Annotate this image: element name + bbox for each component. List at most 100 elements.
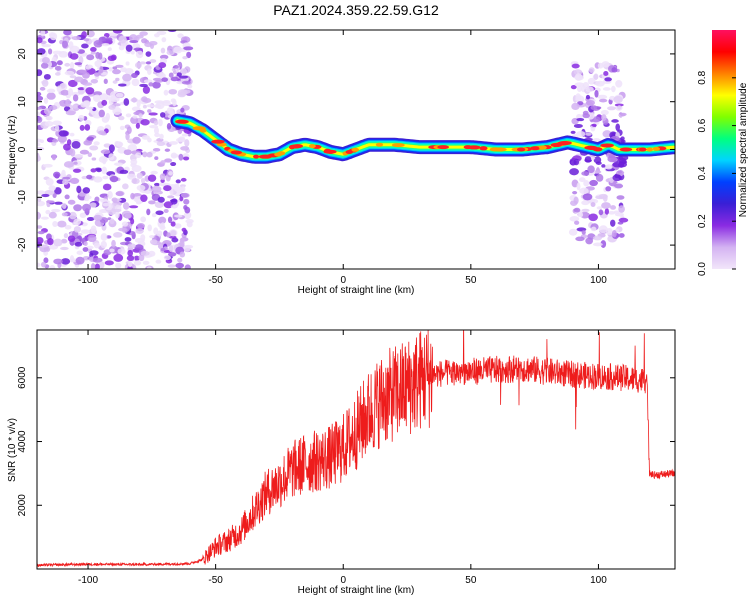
- spectrogram-noise-cell: [90, 46, 97, 53]
- snr-x-tick-label: -50: [208, 575, 223, 586]
- spectrogram-noise-cell: [106, 96, 112, 101]
- spectrogram-noise-cell: [79, 124, 85, 131]
- spectrogram-peak-cell: [529, 146, 541, 151]
- spectrogram-noise-cell: [105, 112, 111, 121]
- spectrogram-noise-cell: [37, 211, 42, 220]
- spectrogram-noise-cell: [611, 119, 619, 123]
- spectrogram-noise-cell: [96, 168, 102, 173]
- spectrogram-noise-cell: [135, 50, 144, 59]
- spectrogram-noise-cell: [569, 168, 579, 176]
- spectrogram-noise-cell: [154, 201, 164, 209]
- spectrogram-noise-cell: [152, 81, 161, 89]
- spectrogram-noise-cell: [62, 179, 69, 185]
- spectrogram-noise-cell: [61, 212, 68, 217]
- spectrogram-noise-cell: [130, 158, 138, 166]
- spectrogram-noise-cell: [124, 213, 132, 219]
- spectrogram-noise-cell: [618, 205, 625, 213]
- spectrogram-noise-cell: [60, 238, 68, 244]
- spectrogram-noise-cell: [113, 253, 124, 262]
- spectrogram-noise-cell: [43, 257, 49, 264]
- spectrogram-noise-cell: [63, 161, 74, 168]
- spectrogram-noise-cell: [103, 78, 108, 85]
- spectrogram-noise-cell: [170, 154, 181, 158]
- spectrogram-noise-cell: [54, 124, 60, 132]
- spectrogram-noise-cell: [41, 193, 50, 198]
- spectrogram-noise-cell: [83, 140, 92, 146]
- spectrogram-noise-cell: [90, 78, 99, 84]
- spectrogram-noise-cell: [86, 106, 94, 110]
- snr-x-tick-label: -100: [78, 575, 98, 586]
- spectrogram-noise-cell: [588, 213, 598, 222]
- spectrogram-noise-cell: [143, 98, 152, 104]
- spectrogram-noise-cell: [98, 198, 108, 202]
- spectrogram-noise-cell: [134, 62, 142, 69]
- spectrogram-noise-cell: [581, 171, 590, 176]
- spectrogram-noise-cell: [170, 204, 178, 209]
- spectrogram-noise-cell: [597, 94, 608, 100]
- spectrogram-noise-cell: [155, 210, 164, 216]
- spectrogram-noise-cell: [74, 76, 84, 83]
- spectrogram-noise-cell: [109, 175, 119, 183]
- spectrogram-noise-cell: [54, 65, 62, 71]
- spectrogram-noise-cell: [83, 38, 90, 42]
- spectrogram-noise-cell: [60, 246, 69, 251]
- spectrogram-noise-cell: [615, 79, 623, 88]
- spectrogram-noise-cell: [63, 143, 71, 151]
- spectrogram-noise-cell: [103, 143, 111, 148]
- spectrogram-noise-cell: [94, 263, 100, 269]
- spectrogram-noise-cell: [37, 236, 44, 244]
- spectrogram-noise-cell: [37, 196, 42, 203]
- spectrogram-noise-cell: [135, 122, 140, 129]
- spectrogram-noise-cell: [54, 201, 63, 205]
- spectrogram-peak-cell: [274, 152, 283, 157]
- spectrogram-noise-cell: [160, 112, 166, 118]
- spectrogram-noise-cell: [186, 51, 192, 59]
- spectrogram-noise-cell: [108, 104, 116, 110]
- spectrogram-peak-cell: [516, 147, 526, 152]
- spectrogram-noise-cell: [579, 187, 589, 195]
- spectrogram-noise-cell: [86, 174, 93, 180]
- spectrogram-noise-cell: [602, 194, 608, 202]
- spectrogram-noise-cell: [83, 100, 91, 107]
- spectrogram-noise-cell: [576, 131, 586, 138]
- spectrogram-noise-cell: [176, 72, 182, 77]
- spectrogram-noise-cell: [131, 78, 140, 87]
- spectrogram-peak-cell: [211, 139, 225, 144]
- spectrogram-noise-cell: [146, 151, 153, 158]
- spectrogram-noise-cell: [593, 156, 602, 164]
- spectrogram-noise-cell: [73, 154, 84, 158]
- snr-x-tick-label: 100: [590, 575, 607, 586]
- snr-y-tick-label: 4000: [17, 430, 28, 453]
- spectrogram-noise-cell: [618, 217, 629, 223]
- spectrogram-noise-cell: [37, 138, 42, 143]
- spectrogram-noise-cell: [130, 218, 135, 225]
- spectrogram-noise-cell: [158, 72, 166, 79]
- spectrogram-noise-cell: [67, 235, 76, 242]
- spectrogram-x-tick-label: -100: [78, 275, 98, 286]
- spectrogram-noise-cell: [118, 83, 127, 87]
- spectrogram-noise-cell: [178, 75, 189, 79]
- spectrogram-noise-cell: [155, 79, 164, 83]
- spectrogram-noise-cell: [614, 103, 624, 107]
- spectrogram-noise-cell: [149, 59, 157, 63]
- spectrogram-noise-cell: [115, 210, 120, 219]
- spectrogram-noise-cell: [53, 258, 63, 265]
- spectrogram-noise-cell: [64, 194, 70, 200]
- spectrogram-noise-cell: [99, 261, 105, 269]
- spectrogram-noise-cell: [170, 221, 176, 227]
- spectrogram-noise-cell: [569, 216, 580, 222]
- spectrogram-noise-cell: [100, 233, 108, 241]
- spectrogram-noise-cell: [52, 139, 59, 143]
- spectrogram-noise-cell: [101, 166, 108, 175]
- spectrogram-peak-cell: [345, 150, 354, 155]
- spectrogram-noise-cell: [41, 79, 49, 87]
- spectrogram-noise-cell: [61, 40, 68, 49]
- spectrogram-x-tick-label: 0: [340, 275, 346, 286]
- spectrogram-noise-cell: [95, 51, 101, 59]
- spectrogram-noise-cell: [151, 185, 162, 193]
- spectrogram-noise-cell: [180, 146, 190, 151]
- spectrogram-noise-cell: [93, 141, 100, 146]
- spectrogram-noise-cell: [93, 242, 101, 249]
- spectrogram-noise-cell: [72, 94, 79, 102]
- spectrogram-noise-cell: [100, 209, 107, 213]
